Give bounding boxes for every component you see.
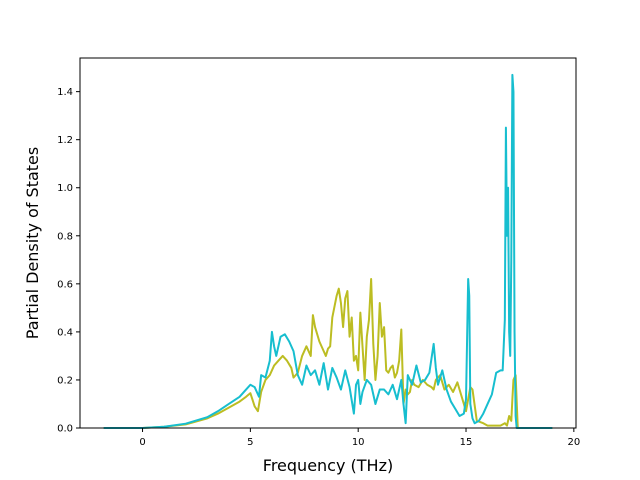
- y-axis-label: Partial Density of States: [23, 147, 42, 339]
- y-tick-label: 1.0: [57, 183, 73, 194]
- x-tick-label: 0: [139, 437, 145, 448]
- series-line-1: [103, 278, 553, 429]
- y-tick-label: 1.2: [57, 135, 73, 146]
- ticks-layer: 0 5 10 15 20 0.0 0.2 0.4 0.6 0.8 1.0 1.2 1.4: [57, 87, 580, 448]
- y-tick-label: 0.4: [57, 327, 73, 338]
- x-tick-label: 10: [352, 437, 365, 448]
- x-tick-label: 5: [247, 437, 253, 448]
- series-layer: [103, 73, 553, 429]
- plot-frame: [79, 57, 577, 429]
- x-tick-label: 15: [460, 437, 473, 448]
- y-tick-label: 0.0: [57, 424, 73, 435]
- y-tick-label: 0.6: [57, 279, 73, 290]
- plot-area: [80, 58, 576, 428]
- series-line-2: [103, 73, 553, 429]
- y-tick-label: 0.8: [57, 231, 73, 242]
- x-axis-label: Frequency (THz): [263, 456, 393, 475]
- x-tick-label: 20: [567, 437, 580, 448]
- y-tick-label: 1.4: [57, 87, 73, 98]
- y-tick-label: 0.2: [57, 375, 73, 386]
